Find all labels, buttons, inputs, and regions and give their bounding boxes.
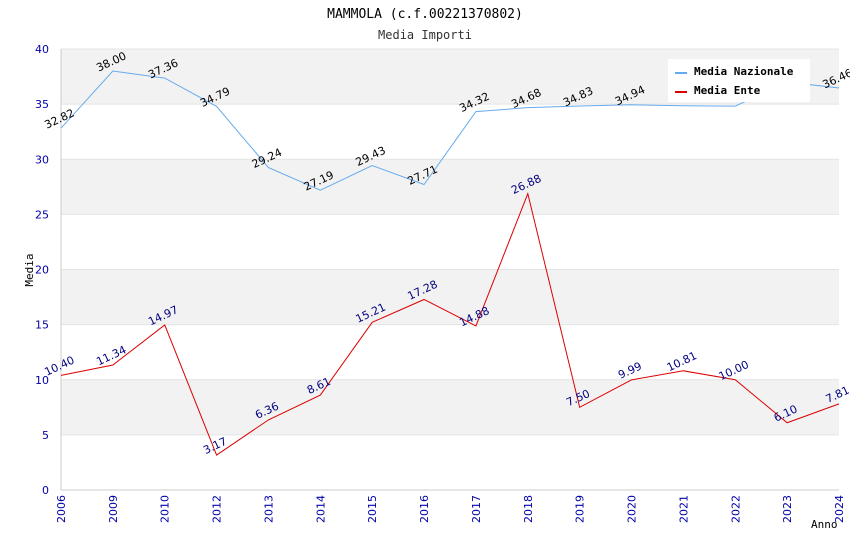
x-tick-label: 2016 (418, 495, 431, 523)
series-line-media-ente (60, 191, 840, 456)
y-tick-label: 20 (35, 264, 49, 277)
x-axis-label: Anno (811, 518, 838, 531)
x-tick-label: 2006 (55, 495, 68, 523)
y-axis-label: Media (23, 253, 36, 286)
band (61, 379, 839, 435)
y-tick-label: 15 (35, 319, 49, 332)
x-tick-label: 2015 (366, 495, 379, 523)
legend: Media Nazionale Media Ente (668, 59, 810, 102)
x-tick-label: 2022 (729, 495, 742, 523)
gridlines (60, 48, 839, 491)
series-line-media-nazionale (60, 70, 840, 191)
x-tick-label: 2021 (677, 495, 690, 523)
x-tick-label: 2024 (833, 495, 846, 523)
x-tick-label: 2014 (314, 495, 327, 523)
band (61, 269, 839, 325)
x-tick-label: 2019 (574, 495, 587, 523)
x-axis: 2006 2009 2010 2012 2013 2014 2015 2016 2017 2018… (55, 495, 846, 523)
x-tick-label: 2018 (522, 495, 535, 523)
band (61, 434, 839, 490)
x-tick-label: 2013 (262, 495, 275, 523)
y-tick-label: 25 (35, 208, 49, 221)
x-tick-label: 2023 (781, 495, 794, 523)
x-tick-label: 2009 (107, 495, 120, 523)
y-tick-label: 0 (42, 484, 49, 497)
band (61, 159, 839, 215)
y-tick-label: 35 (35, 98, 49, 111)
x-tick-label: 2020 (626, 495, 639, 523)
x-tick-label: 2012 (211, 495, 224, 523)
legend-label-media-ente: Media Ente (694, 84, 761, 97)
chart-title: MAMMOLA (c.f.00221370802) (327, 7, 523, 22)
x-tick-label: 2017 (470, 495, 483, 523)
x-tick-label: 2010 (159, 495, 172, 523)
chart-subtitle: Media Importi (378, 28, 472, 42)
band (61, 324, 839, 380)
y-tick-label: 5 (42, 429, 49, 442)
plot-background (61, 49, 839, 490)
legend-box (668, 59, 810, 102)
y-tick-label: 40 (35, 43, 49, 56)
band (61, 104, 839, 160)
band (61, 214, 839, 270)
y-axis: 0 5 10 15 20 25 30 35 40 (35, 43, 49, 497)
legend-label-media-nazionale: Media Nazionale (694, 65, 794, 78)
y-tick-label: 10 (35, 374, 49, 387)
y-tick-label: 30 (35, 153, 49, 166)
series-lines (60, 70, 840, 456)
